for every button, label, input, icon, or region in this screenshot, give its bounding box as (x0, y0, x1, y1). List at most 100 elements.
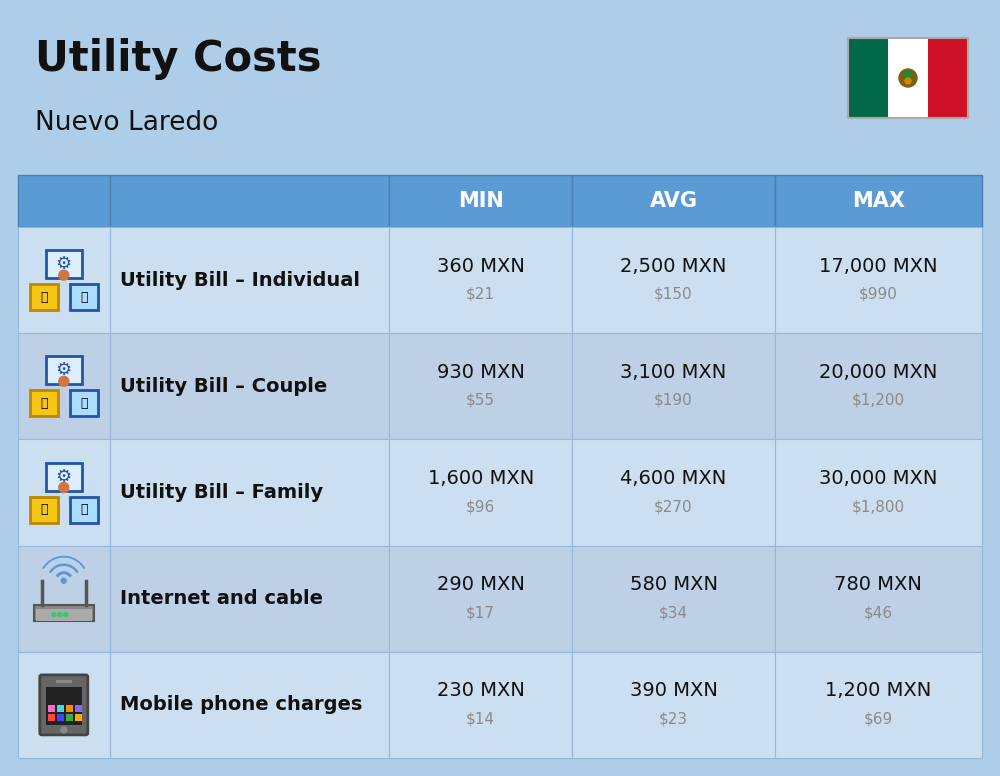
Text: $21: $21 (466, 286, 495, 302)
Text: 930 MXN: 930 MXN (437, 363, 525, 382)
Text: 🔌: 🔌 (40, 290, 48, 303)
Bar (46, 356, 82, 384)
Bar (75, 714, 82, 721)
Text: $1,200: $1,200 (852, 393, 905, 408)
Bar (389, 175, 572, 227)
Circle shape (61, 578, 66, 584)
Circle shape (905, 78, 911, 84)
Bar (30, 284, 58, 310)
Bar (34, 605, 94, 621)
Bar (18, 333, 110, 439)
Bar (30, 390, 58, 416)
Text: 17,000 MXN: 17,000 MXN (819, 257, 938, 275)
Bar (70, 390, 98, 416)
Bar (775, 333, 982, 439)
Text: 🔌: 🔌 (40, 503, 48, 516)
Text: $55: $55 (466, 393, 495, 408)
Circle shape (61, 727, 67, 733)
Bar (572, 439, 775, 546)
Text: 20,000 MXN: 20,000 MXN (819, 363, 938, 382)
Bar (389, 333, 572, 439)
Text: Nuevo Laredo: Nuevo Laredo (35, 110, 218, 136)
Text: 3,100 MXN: 3,100 MXN (620, 363, 727, 382)
Text: 1,600 MXN: 1,600 MXN (428, 469, 534, 488)
Bar (70, 497, 98, 522)
Bar (110, 175, 389, 227)
Text: Internet and cable: Internet and cable (120, 589, 323, 608)
Text: 290 MXN: 290 MXN (437, 575, 525, 594)
Text: MAX: MAX (852, 191, 905, 211)
Bar (389, 227, 572, 333)
Bar (572, 333, 775, 439)
Bar (70, 284, 98, 310)
Text: $1,800: $1,800 (852, 499, 905, 514)
Bar (48, 714, 55, 721)
Bar (775, 652, 982, 758)
Text: 2,500 MXN: 2,500 MXN (620, 257, 727, 275)
Bar (775, 439, 982, 546)
Bar (775, 175, 982, 227)
Bar (48, 705, 55, 712)
Text: $23: $23 (659, 712, 688, 726)
Text: 💧: 💧 (80, 503, 88, 516)
Text: ⚙: ⚙ (56, 255, 72, 273)
Text: 🔌: 🔌 (40, 397, 48, 410)
Bar (775, 227, 982, 333)
Bar (572, 652, 775, 758)
Bar (888, 38, 928, 118)
Text: 360 MXN: 360 MXN (437, 257, 525, 275)
Text: $17: $17 (466, 605, 495, 620)
Bar (389, 652, 572, 758)
Text: $190: $190 (654, 393, 693, 408)
Text: Utility Bill – Individual: Utility Bill – Individual (120, 271, 360, 289)
Text: 390 MXN: 390 MXN (630, 681, 717, 701)
Bar (848, 38, 888, 118)
Text: Utility Costs: Utility Costs (35, 38, 322, 80)
Text: 4,600 MXN: 4,600 MXN (620, 469, 727, 488)
Circle shape (64, 613, 68, 617)
Bar (56, 681, 72, 683)
Bar (57, 714, 64, 721)
Bar (75, 705, 82, 712)
Text: $270: $270 (654, 499, 693, 514)
Bar (18, 652, 110, 758)
Bar (66, 705, 73, 712)
Text: $96: $96 (466, 499, 495, 514)
Bar (18, 227, 110, 333)
FancyBboxPatch shape (40, 675, 88, 735)
Bar (389, 439, 572, 546)
Bar (46, 462, 82, 490)
Text: AVG: AVG (650, 191, 698, 211)
Bar (110, 227, 389, 333)
Text: $14: $14 (466, 712, 495, 726)
Circle shape (59, 483, 69, 493)
Text: 580 MXN: 580 MXN (630, 575, 718, 594)
Bar (775, 546, 982, 652)
Bar (848, 38, 968, 118)
Text: 780 MXN: 780 MXN (834, 575, 922, 594)
Text: $46: $46 (864, 605, 893, 620)
Bar (572, 227, 775, 333)
Text: 💧: 💧 (80, 397, 88, 410)
Text: Utility Bill – Couple: Utility Bill – Couple (120, 377, 327, 396)
Circle shape (59, 270, 69, 280)
Circle shape (899, 69, 917, 87)
Bar (66, 714, 73, 721)
Bar (18, 175, 110, 227)
Text: 30,000 MXN: 30,000 MXN (819, 469, 938, 488)
Circle shape (59, 376, 69, 386)
Circle shape (58, 613, 62, 617)
Text: ⚙: ⚙ (56, 362, 72, 379)
Text: 1,200 MXN: 1,200 MXN (825, 681, 931, 701)
Bar (110, 439, 389, 546)
Text: MIN: MIN (458, 191, 504, 211)
Text: ⚙: ⚙ (56, 467, 72, 486)
Bar (18, 439, 110, 546)
Bar (572, 175, 775, 227)
Bar (110, 652, 389, 758)
Text: Utility Bill – Family: Utility Bill – Family (120, 483, 323, 502)
Bar (389, 546, 572, 652)
Text: $34: $34 (659, 605, 688, 620)
Bar (46, 250, 82, 278)
Bar (110, 333, 389, 439)
